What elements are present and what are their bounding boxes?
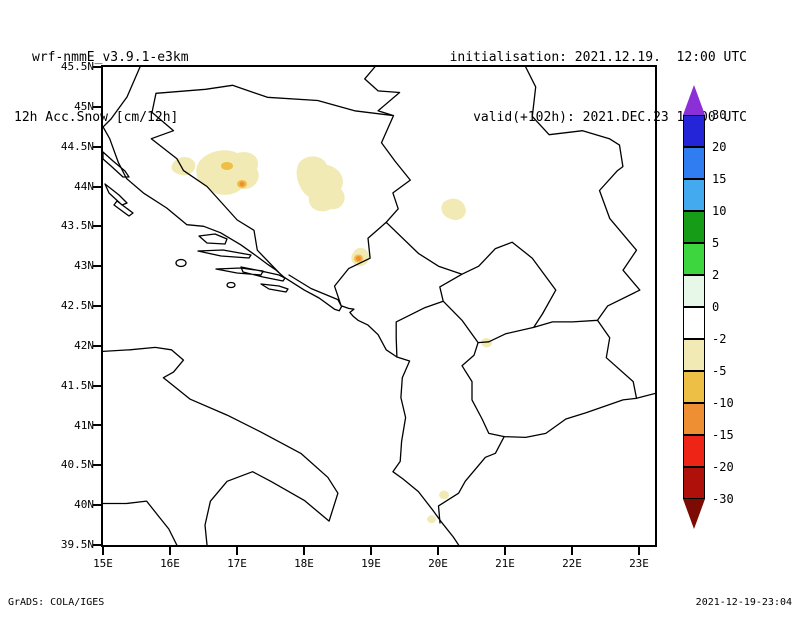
snow-maximum-dot-2 [356,256,361,261]
y-axis-label: 39.5N [60,538,94,551]
colorbar-label: -15 [712,428,734,442]
adriatic-islands [103,151,289,293]
colorbar-segment [683,115,705,147]
y-tick-mark [93,66,101,68]
x-axis-label: 18E [294,557,314,570]
snow-area-west-bosnia [196,150,259,195]
y-tick-mark [93,464,101,466]
colorbar-label: 0 [712,300,720,314]
snow-area-small-west [171,157,196,176]
colorbar-segment [683,371,705,403]
y-axis-label: 44N [74,180,94,193]
time-block: initialisation: 2021.12.19. 12:00 UTC va… [425,8,747,148]
colorbar-label: 10 [712,204,727,218]
x-axis-label: 19E [361,557,381,570]
y-tick-mark [93,265,101,267]
coastline-balkan [103,126,460,545]
y-tick-mark [93,225,101,227]
colorbar-label: -20 [712,460,734,474]
x-tick-mark [571,547,573,555]
x-tick-mark [303,547,305,555]
creation-timestamp: 2021-12-19-23:04 [695,597,792,608]
colorbar-label: -30 [712,492,734,506]
colorbar-segment [683,147,705,179]
map-canvas [103,67,655,545]
colorbar-label: 15 [712,172,727,186]
colorbar-segment [683,339,705,371]
y-axis-label: 43.5N [60,219,94,232]
snow-area-south-albania [439,490,449,500]
y-tick-mark [93,146,101,148]
colorbar-segment [683,467,705,499]
y-tick-mark [93,544,101,546]
title-block: wrf-nmmE_v3.9.1-e3km 12h Acc.Snow [cm/12… [14,8,189,148]
y-axis-label: 45N [74,100,94,113]
x-axis-label: 15E [93,557,113,570]
map-frame [101,65,657,547]
y-axis-label: 41.5N [60,379,94,392]
y-axis-label: 40N [74,498,94,511]
x-axis-label: 23E [629,557,649,570]
x-axis-label: 17E [227,557,247,570]
island-vis [175,258,187,268]
snow-maximum-dot-1 [239,181,245,187]
country-borders [103,67,655,524]
y-axis-label: 40.5N [60,458,94,471]
coastline-italy-tyrrhenian [103,500,178,545]
x-axis-label: 22E [562,557,582,570]
snow-maximum-ring-1 [221,162,233,170]
colorbar-arrow-down [683,499,705,529]
snow-shading [171,150,493,524]
colorbar-segment [683,243,705,275]
y-axis-label: 41N [74,419,94,432]
x-tick-mark [504,547,506,555]
x-axis-label: 21E [495,557,515,570]
coastline-italy-adriatic [103,346,339,545]
y-tick-mark [93,424,101,426]
x-axis-label: 16E [160,557,180,570]
x-tick-mark [169,547,171,555]
colorbar-segment [683,179,705,211]
x-tick-mark [370,547,372,555]
colorbar-segment [683,211,705,243]
valid-time: valid(+102h): 2021.DEC.23 18:00 UTC [473,110,747,125]
island-lastovo [226,281,236,289]
colorbar-label: -10 [712,396,734,410]
colorbar-label: -5 [712,364,727,378]
colorbar-label: 5 [712,236,720,250]
colorbar-segment [683,435,705,467]
y-tick-mark [93,504,101,506]
colorbar-label: 20 [712,140,727,154]
x-tick-mark [638,547,640,555]
y-axis-label: 43N [74,259,94,272]
colorbar-label: 2 [712,268,720,282]
y-axis-label: 45.5N [60,60,94,73]
colorbar-segment [683,307,705,339]
colorbar-label: 30 [712,108,727,122]
y-tick-mark [93,106,101,108]
y-tick-mark [93,186,101,188]
y-tick-mark [93,385,101,387]
snow-area-kosovo [481,337,493,348]
y-axis-label: 44.5N [60,140,94,153]
init-time: initialisation: 2021.12.19. 12:00 UTC [449,50,747,65]
x-axis-label: 20E [428,557,448,570]
snow-area-west-serbia [441,198,466,221]
colorbar-segment [683,275,705,307]
model-title: wrf-nmmE_v3.9.1-e3km [32,50,189,65]
y-tick-mark [93,305,101,307]
colorbar-segment [683,403,705,435]
grads-credit: GrADS: COLA/IGES [8,597,105,608]
x-tick-mark [437,547,439,555]
y-axis-label: 42.5N [60,299,94,312]
colorbar-label: -2 [712,332,727,346]
x-tick-mark [236,547,238,555]
x-tick-mark [102,547,104,555]
y-axis-label: 42N [74,339,94,352]
snow-area-greek-border [427,515,436,524]
snow-area-east-bosnia [296,156,345,212]
y-tick-mark [93,345,101,347]
